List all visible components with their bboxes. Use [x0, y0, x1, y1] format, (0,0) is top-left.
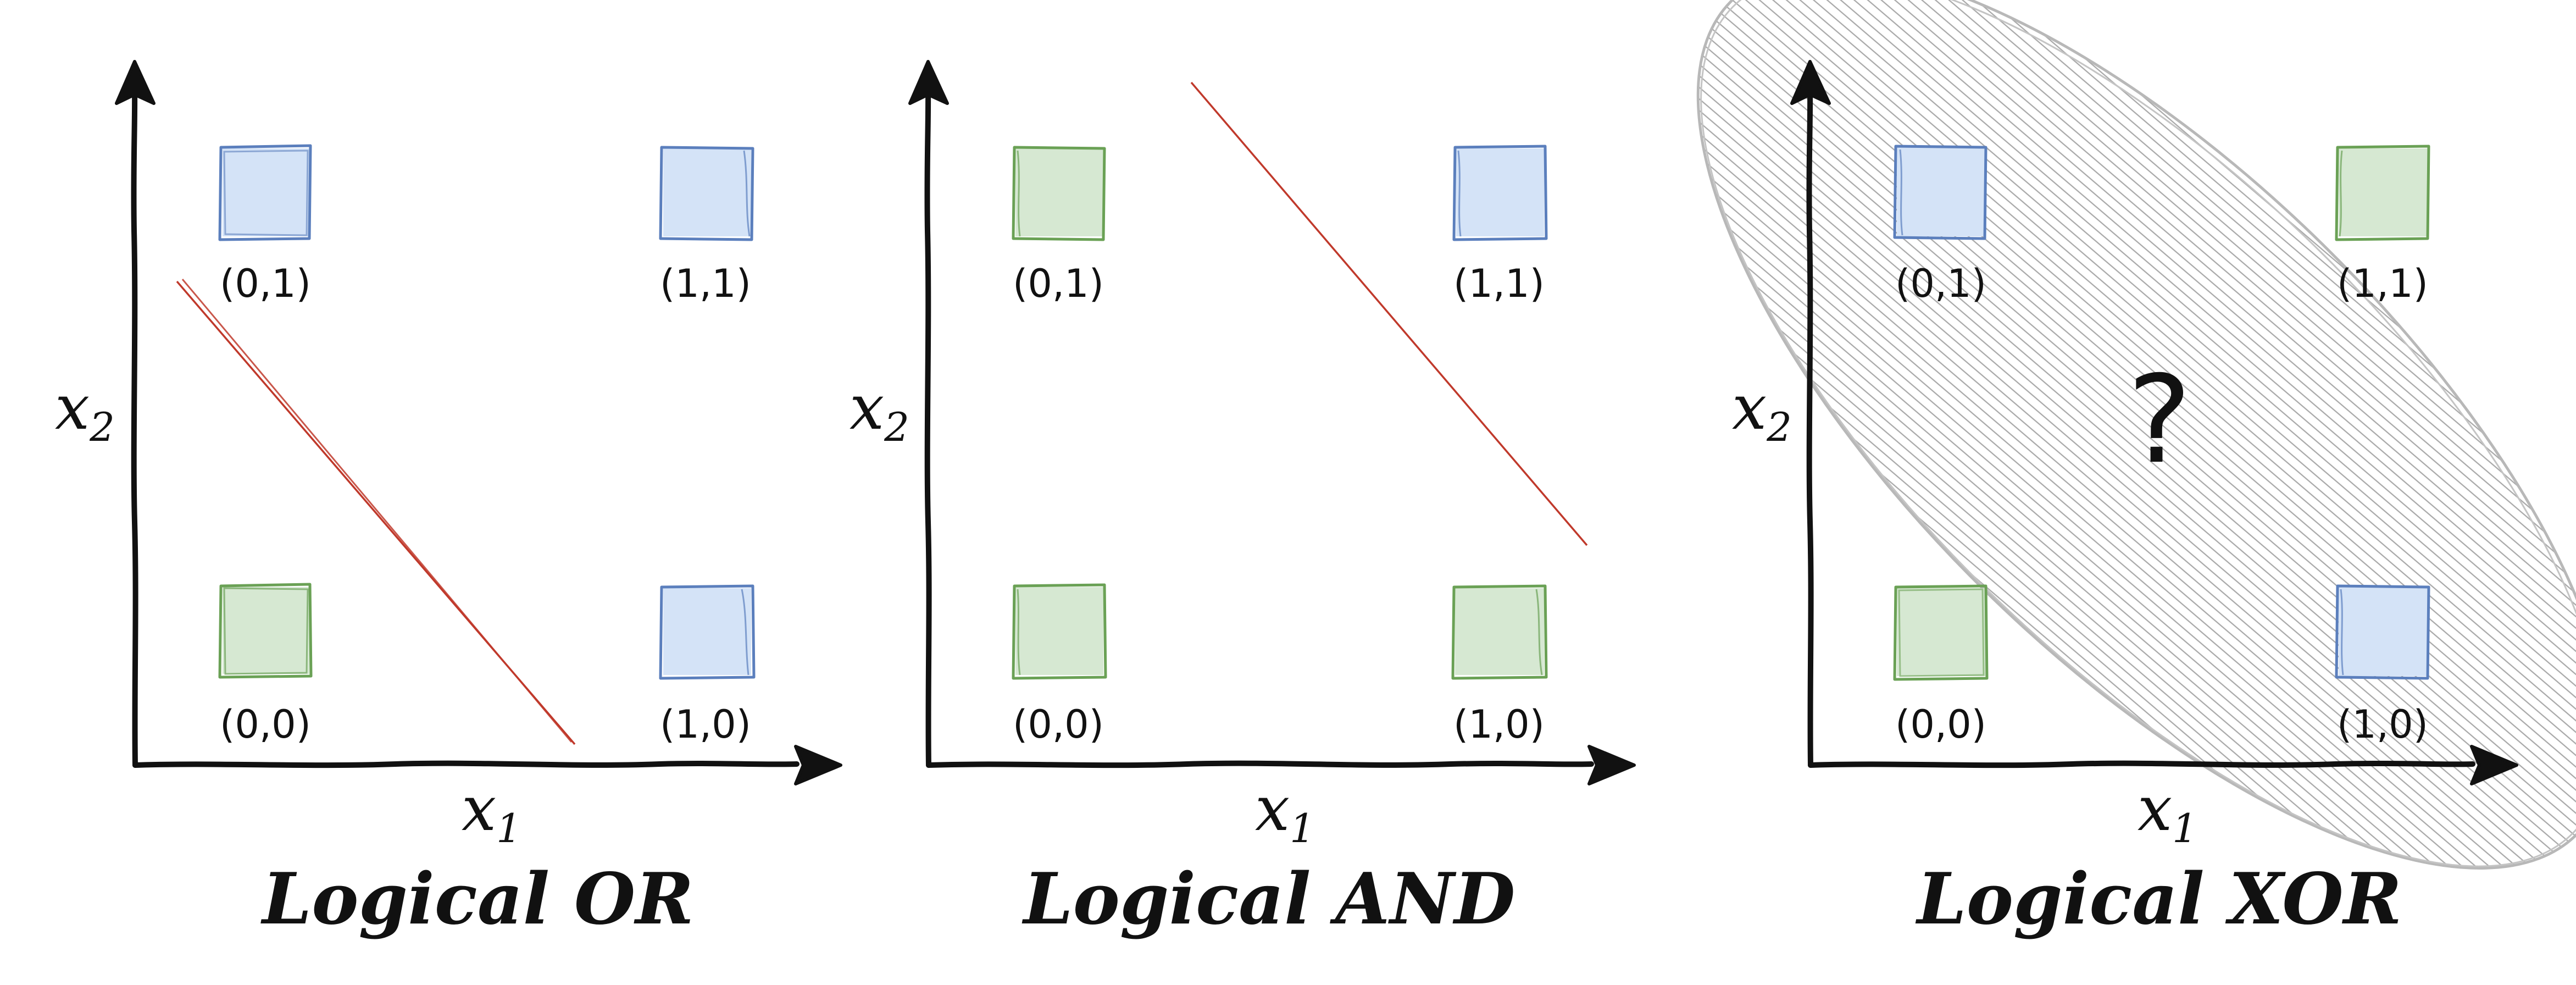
point-square	[223, 148, 309, 236]
point-label-or-11: (1,1)	[660, 261, 751, 306]
y-axis-label-xor: x2	[1732, 372, 1792, 450]
x-axis-label-and: x1	[1255, 773, 1315, 851]
x-axis-arrow-or	[794, 745, 842, 785]
point-label-and-00: (0,0)	[1013, 702, 1104, 747]
point-xor-00: (0,0)	[1893, 584, 1989, 747]
x-axis-label-or: x1	[462, 773, 521, 851]
x-axis-arrow-xor	[2470, 745, 2518, 785]
question-mark-xor: ?	[2128, 350, 2192, 490]
y-axis-arrow-or	[115, 60, 156, 105]
point-square	[2339, 148, 2428, 236]
decision-boundary-and	[1190, 81, 1588, 546]
panel-or: x1 x2 (0,0) (1,0) (0,1)	[55, 60, 842, 940]
point-label-xor-11: (1,1)	[2337, 261, 2428, 306]
point-or-11: (1,1)	[659, 146, 754, 306]
ambiguity-region-xor	[1696, 0, 2576, 870]
x-axis-label-xor: x1	[2138, 773, 2197, 851]
x-axis-xor	[1808, 760, 2475, 768]
point-square	[663, 148, 751, 236]
point-square	[1897, 588, 1986, 676]
y-axis-or	[131, 85, 138, 768]
point-square	[1015, 148, 1103, 236]
axes-and: x1 x2	[850, 60, 1636, 851]
point-and-01: (0,1)	[1012, 146, 1106, 306]
point-square	[1455, 588, 1544, 675]
point-and-00: (0,0)	[1012, 583, 1107, 747]
x-axis-arrow-and	[1587, 745, 1636, 785]
point-square	[223, 587, 309, 674]
x-axis-and	[926, 760, 1594, 768]
point-square	[1015, 587, 1103, 675]
point-xor-10: (1,0)	[2335, 584, 2430, 747]
point-label-or-00: (0,0)	[220, 702, 311, 747]
point-and-11: (1,1)	[1452, 145, 1548, 306]
point-label-and-01: (0,1)	[1013, 261, 1104, 306]
point-label-xor-10: (1,0)	[2337, 702, 2428, 747]
point-xor-01: (0,1)	[1893, 145, 1987, 306]
point-square	[663, 588, 751, 675]
panel-title-or: Logical OR	[260, 858, 693, 940]
point-or-01: (0,1)	[218, 144, 312, 306]
point-square	[1897, 147, 1986, 236]
axes-xor: x1 x2	[1732, 60, 2518, 851]
point-label-or-10: (1,0)	[660, 702, 751, 747]
point-or-00: (0,0)	[218, 583, 313, 747]
decision-boundary-or	[176, 279, 576, 745]
point-and-10: (1,0)	[1451, 584, 1548, 747]
point-square	[2339, 587, 2428, 676]
point-label-xor-01: (0,1)	[1895, 261, 1986, 306]
y-axis-arrow-and	[908, 60, 949, 105]
panel-and: x1 x2 (0,0) (1,0) (0,1) (1,1)	[850, 60, 1636, 940]
point-label-and-11: (1,1)	[1453, 261, 1545, 306]
point-label-or-01: (0,1)	[220, 261, 311, 306]
y-axis-xor	[1806, 85, 1814, 768]
x-axis-or	[132, 760, 800, 768]
panel-xor: x1 x2 (0,0) (1,0) (0,1) (1,1) ? L	[1696, 0, 2576, 940]
axes-or: x1 x2	[55, 60, 842, 851]
y-axis-label-and: x2	[850, 372, 909, 450]
panel-title-and: Logical AND	[1022, 858, 1515, 940]
y-axis-label-or: x2	[55, 372, 115, 450]
point-label-xor-00: (0,0)	[1895, 702, 1986, 747]
y-axis-arrow-xor	[1790, 60, 1831, 105]
point-label-and-10: (1,0)	[1453, 702, 1545, 747]
point-xor-11: (1,1)	[2335, 145, 2430, 306]
point-square	[1456, 148, 1544, 236]
point-or-10: (1,0)	[659, 584, 756, 747]
y-axis-and	[924, 85, 932, 768]
panel-title-xor: Logical XOR	[1916, 858, 2402, 940]
